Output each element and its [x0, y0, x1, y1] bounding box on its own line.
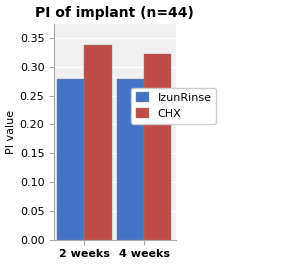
Bar: [57, 80, 84, 240]
Bar: [84, 45, 112, 240]
Legend: IzunRinse, CHX: IzunRinse, CHX: [131, 88, 216, 124]
Bar: [144, 54, 171, 240]
Bar: [117, 80, 144, 240]
Title: PI of implant (n=44): PI of implant (n=44): [35, 6, 194, 20]
Y-axis label: PI value: PI value: [6, 109, 16, 154]
